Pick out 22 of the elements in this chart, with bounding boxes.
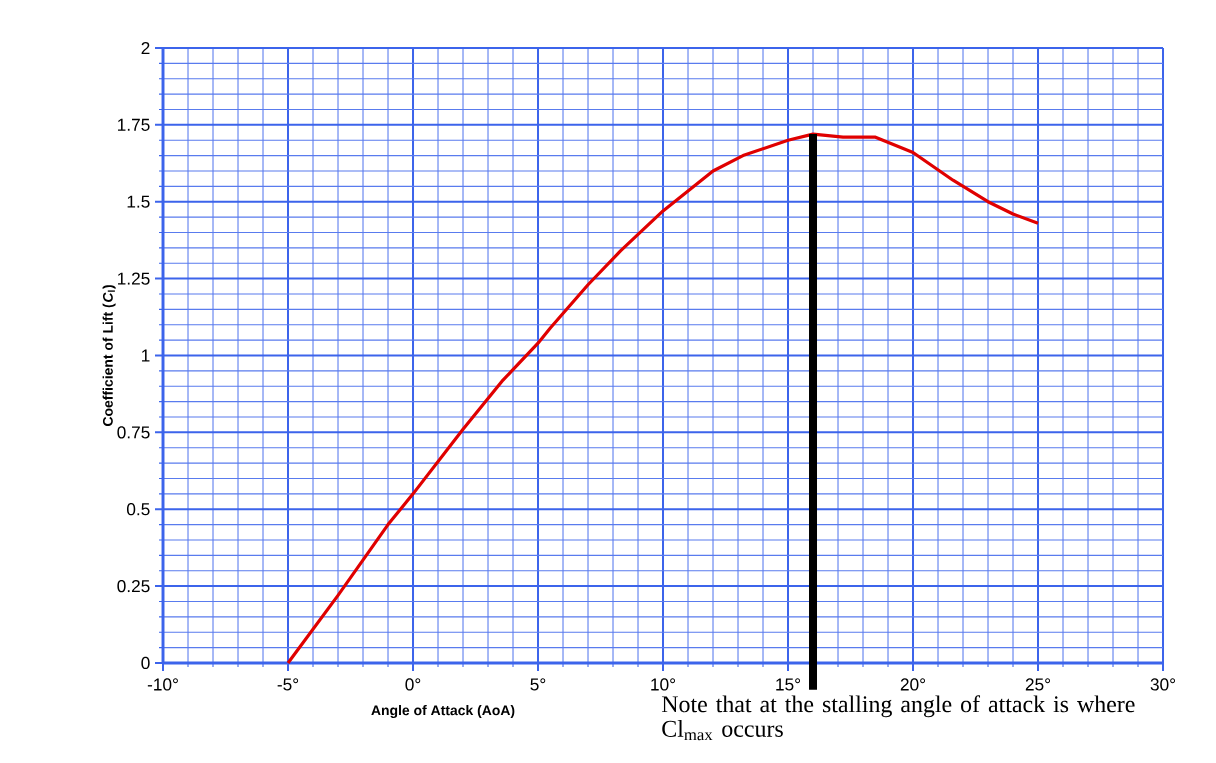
x-axis-title: Angle of Attack (AoA) (371, 705, 515, 719)
x-tick-label: 25° (1025, 678, 1051, 691)
x-tick-label: 30° (1150, 678, 1176, 691)
y-tick-label: 1.5 (127, 195, 150, 208)
y-tick-label: 0.75 (117, 426, 150, 439)
x-tick-label: -10° (147, 678, 178, 691)
text: Note that at the stalling angle of attack is where Cl$_{max}$ occurs (661, 695, 1135, 741)
y-tick-label: 1.25 (118, 272, 150, 285)
y-tick-label: 2 (141, 41, 150, 55)
y-tick-label: 0.5 (126, 503, 150, 516)
y-tick-label: 0.25 (117, 579, 150, 593)
x-tick-label: 20° (900, 678, 926, 691)
y-tick-label: 1 (142, 349, 150, 362)
x-tick-label: 10° (651, 678, 676, 691)
x-tick-label: 0° (405, 678, 421, 691)
x-tick-label: -5° (277, 678, 299, 691)
line-series (286, 132, 1040, 665)
y-tick-label: 1.75 (118, 118, 150, 131)
y-axis-title: Coefficient of Lift (C$_{l}$) (102, 285, 116, 426)
y-tick-label: 0 (141, 656, 150, 670)
x-tick-label: 15° (776, 678, 801, 691)
x-tick-label: 5° (530, 678, 546, 691)
